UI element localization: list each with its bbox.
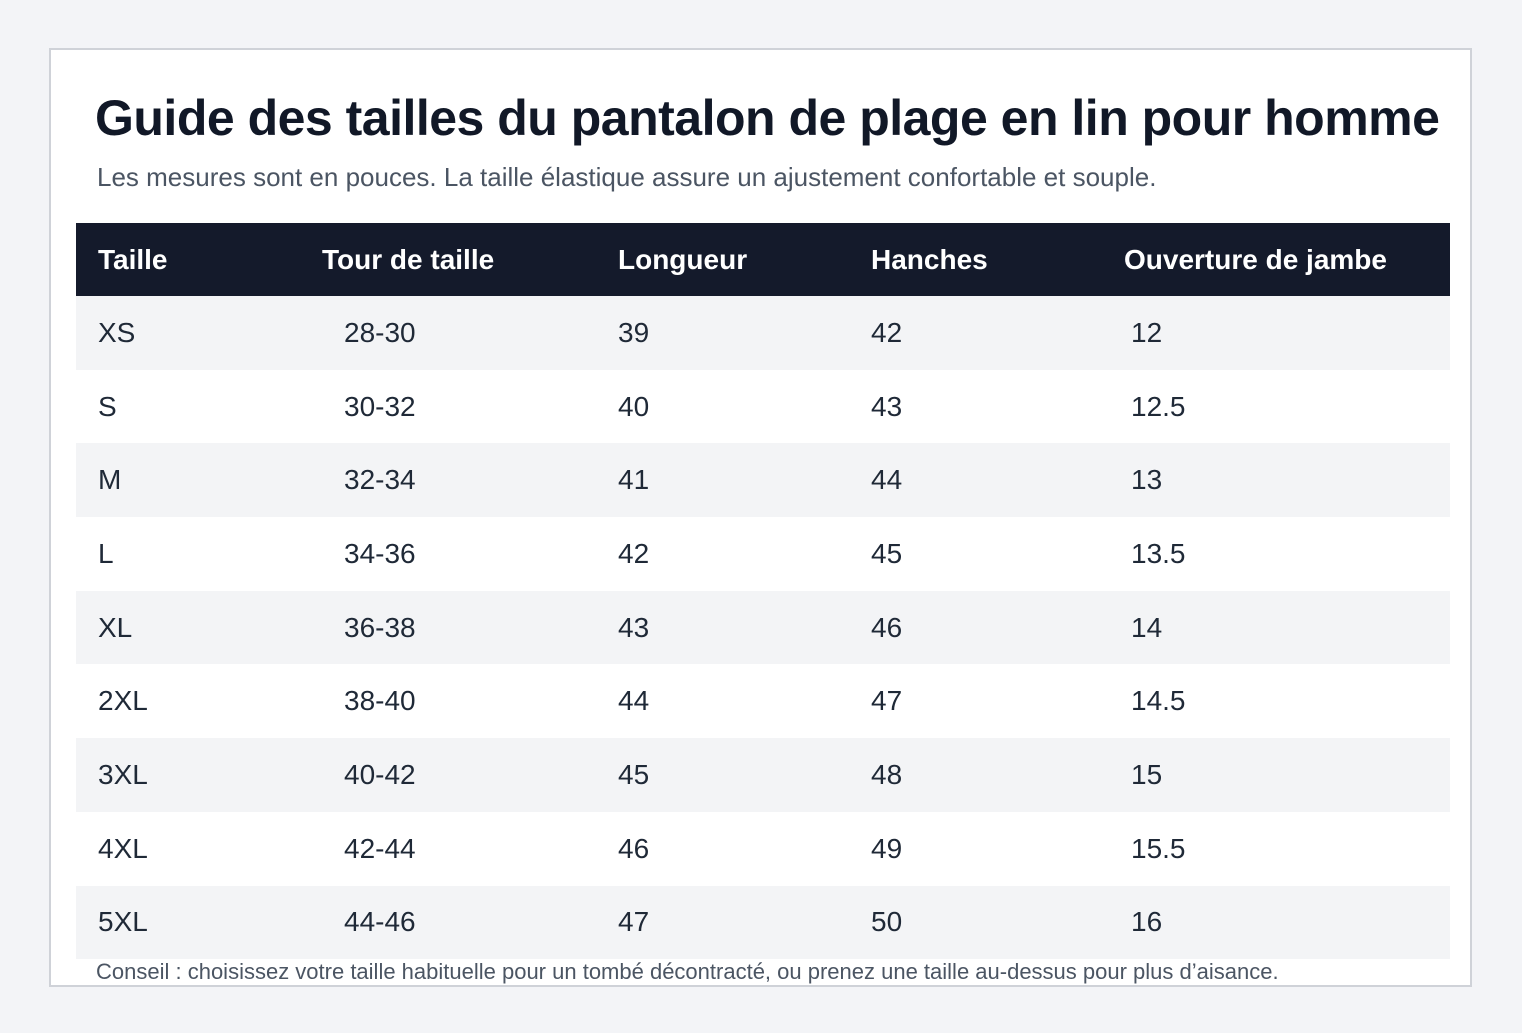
cell-size: XL <box>98 611 133 643</box>
cell-length: 46 <box>618 832 650 864</box>
cell-leg-opening: 13 <box>1131 464 1163 496</box>
table-row: 5XL 44-46 47 50 16 <box>76 885 1450 960</box>
table-row: M 32-34 41 44 13 <box>76 443 1450 518</box>
header-size: Taille <box>98 243 168 275</box>
cell-size: 2XL <box>98 685 148 717</box>
cell-waist: 34-36 <box>344 537 416 569</box>
cell-leg-opening: 13.5 <box>1131 537 1186 569</box>
cell-waist: 44-46 <box>344 906 416 938</box>
header-waist: Tour de taille <box>322 243 495 275</box>
cell-hips: 50 <box>871 906 903 938</box>
cell-size: 4XL <box>98 832 148 864</box>
cell-size: 3XL <box>98 758 148 790</box>
cell-leg-opening: 15 <box>1131 758 1163 790</box>
cell-leg-opening: 16 <box>1131 906 1163 938</box>
cell-length: 47 <box>618 906 650 938</box>
table-row: S 30-32 40 43 12.5 <box>76 369 1450 444</box>
cell-leg-opening: 12 <box>1131 316 1163 348</box>
page-title: Guide des tailles du pantalon de plage e… <box>95 90 1440 146</box>
cell-leg-opening: 15.5 <box>1131 832 1186 864</box>
size-table-container: Taille Tour de taille Longueur Hanches O… <box>76 223 1450 960</box>
cell-hips: 45 <box>871 537 903 569</box>
cell-size: XS <box>98 316 136 348</box>
cell-hips: 47 <box>871 685 903 717</box>
cell-length: 44 <box>618 685 650 717</box>
cell-length: 45 <box>618 758 650 790</box>
cell-waist: 32-34 <box>344 464 416 496</box>
cell-length: 39 <box>618 316 650 348</box>
header-leg-opening: Ouverture de jambe <box>1124 243 1387 275</box>
cell-leg-opening: 12.5 <box>1131 390 1186 422</box>
table-row: 4XL 42-44 46 49 15.5 <box>76 811 1450 886</box>
cell-length: 43 <box>618 611 650 643</box>
table-row: 3XL 40-42 45 48 15 <box>76 738 1450 812</box>
header-hips: Hanches <box>871 243 988 275</box>
cell-waist: 38-40 <box>344 685 416 717</box>
cell-hips: 46 <box>871 611 903 643</box>
table-row: L 34-36 42 45 13.5 <box>76 517 1450 591</box>
cell-waist: 40-42 <box>344 758 416 790</box>
cell-waist: 36-38 <box>344 611 416 643</box>
cell-length: 42 <box>618 537 650 569</box>
cell-size: S <box>98 390 117 422</box>
table-header-row: Taille Tour de taille Longueur Hanches O… <box>76 223 1450 296</box>
cell-hips: 44 <box>871 464 903 496</box>
header-length: Longueur <box>618 243 748 275</box>
cell-leg-opening: 14 <box>1131 611 1163 643</box>
cell-length: 40 <box>618 390 650 422</box>
cell-leg-opening: 14.5 <box>1131 685 1186 717</box>
cell-waist: 30-32 <box>344 390 416 422</box>
cell-waist: 28-30 <box>344 316 416 348</box>
size-table: Taille Tour de taille Longueur Hanches O… <box>76 223 1450 960</box>
size-guide-card: Guide des tailles du pantalon de plage e… <box>49 48 1472 987</box>
cell-size: M <box>98 464 122 496</box>
table-header: Taille Tour de taille Longueur Hanches O… <box>76 223 1450 296</box>
footnote-tip: Conseil : choisissez votre taille habitu… <box>96 959 1279 984</box>
table-row: XL 36-38 43 46 14 <box>76 590 1450 665</box>
table-row: 2XL 38-40 44 47 14.5 <box>76 664 1450 739</box>
cell-size: 5XL <box>98 906 148 938</box>
cell-size: L <box>98 537 114 569</box>
cell-hips: 48 <box>871 758 903 790</box>
cell-hips: 42 <box>871 316 903 348</box>
cell-hips: 49 <box>871 832 903 864</box>
table-body: XS 28-30 39 42 12 S 30-32 40 43 12.5 M 3… <box>76 296 1450 960</box>
cell-waist: 42-44 <box>344 832 416 864</box>
table-row: XS 28-30 39 42 12 <box>76 296 1450 370</box>
cell-hips: 43 <box>871 390 903 422</box>
cell-length: 41 <box>618 464 650 496</box>
page-subtitle: Les mesures sont en pouces. La taille él… <box>97 162 1157 192</box>
